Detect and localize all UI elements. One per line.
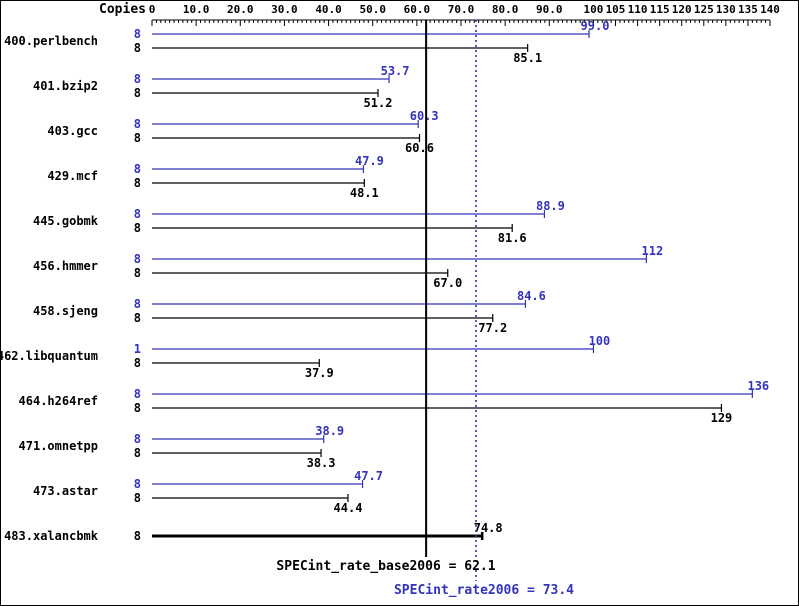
bar-copies-value: 8 xyxy=(134,491,141,505)
benchmark-label: 473.astar xyxy=(33,484,98,498)
bar-copies-value: 8 xyxy=(134,72,141,86)
axis-tick-label: 120 xyxy=(672,3,692,16)
bar-value-label: 44.4 xyxy=(334,501,363,515)
bar-copies-value: 8 xyxy=(134,252,141,266)
bar-value-label: 67.0 xyxy=(433,276,462,290)
bar-value-label: 37.9 xyxy=(305,366,334,380)
axis-tick-label: 125 xyxy=(694,3,714,16)
benchmark-label: 403.gcc xyxy=(47,124,98,138)
bar-value-label: 85.1 xyxy=(513,51,542,65)
bar-copies-value: 8 xyxy=(134,401,141,415)
bar-value-label: 48.1 xyxy=(350,186,379,200)
bar-copies-value: 8 xyxy=(134,529,141,543)
benchmark-label: 445.gobmk xyxy=(33,214,99,228)
axis-tick-label: 100 xyxy=(583,3,603,16)
bar-value-label: 53.7 xyxy=(381,64,410,78)
axis-tick-label: 40.0 xyxy=(315,3,342,16)
bar-value-label: 74.8 xyxy=(474,521,503,535)
bar-copies-value: 8 xyxy=(134,266,141,280)
bar-copies-value: 8 xyxy=(134,207,141,221)
bar-copies-value: 8 xyxy=(134,27,141,41)
bar-copies-value: 8 xyxy=(134,356,141,370)
bar-copies-value: 1 xyxy=(134,342,141,356)
benchmark-label: 462.libquantum xyxy=(0,349,98,363)
axis-tick-label: 80.0 xyxy=(492,3,519,16)
bar-value-label: 47.9 xyxy=(355,154,384,168)
bar-value-label: 47.7 xyxy=(354,469,383,483)
base-rate-summary: SPECint_rate_base2006 = 62.1 xyxy=(276,559,495,574)
bar-value-label: 88.9 xyxy=(536,199,565,213)
bar-value-label: 81.6 xyxy=(498,231,527,245)
bar-copies-value: 8 xyxy=(134,176,141,190)
bar-copies-value: 8 xyxy=(134,297,141,311)
axis-tick-label: 0 xyxy=(149,3,156,16)
axis-tick-label: 70.0 xyxy=(448,3,475,16)
bar-value-label: 38.9 xyxy=(315,424,344,438)
bar-copies-value: 8 xyxy=(134,446,141,460)
bar-value-label: 84.6 xyxy=(517,289,546,303)
bar-copies-value: 8 xyxy=(134,387,141,401)
bar-value-label: 60.6 xyxy=(405,141,434,155)
bar-copies-value: 8 xyxy=(134,86,141,100)
benchmark-label: 483.xalancbmk xyxy=(4,529,99,543)
bar-value-label: 100 xyxy=(589,334,611,348)
bar-value-label: 38.3 xyxy=(307,456,336,470)
bar-copies-value: 8 xyxy=(134,311,141,325)
axis-tick-label: 60.0 xyxy=(404,3,431,16)
bar-copies-value: 8 xyxy=(134,477,141,491)
bar-value-label: 51.2 xyxy=(364,96,393,110)
bar-value-label: 129 xyxy=(711,411,733,425)
axis-tick-label: 135 xyxy=(738,3,758,16)
benchmark-label: 400.perlbench xyxy=(4,34,98,48)
bar-copies-value: 8 xyxy=(134,41,141,55)
bar-copies-value: 8 xyxy=(134,221,141,235)
bar-copies-value: 8 xyxy=(134,131,141,145)
axis-tick-label: 130 xyxy=(716,3,736,16)
benchmark-label: 401.bzip2 xyxy=(33,79,98,93)
peak-rate-summary: SPECint_rate2006 = 73.4 xyxy=(394,583,574,598)
bar-copies-value: 8 xyxy=(134,162,141,176)
axis-tick-label: 10.0 xyxy=(183,3,210,16)
bar-value-label: 112 xyxy=(642,244,664,258)
bar-value-label: 77.2 xyxy=(478,321,507,335)
benchmark-label: 456.hmmer xyxy=(33,259,98,273)
copies-axis-label: Copies xyxy=(99,2,146,17)
benchmark-label: 429.mcf xyxy=(47,169,98,183)
axis-tick-label: 50.0 xyxy=(359,3,386,16)
bar-value-label: 136 xyxy=(747,379,769,393)
benchmark-label: 464.h264ref xyxy=(19,394,98,408)
bar-copies-value: 8 xyxy=(134,432,141,446)
axis-tick-label: 110 xyxy=(628,3,648,16)
benchmark-label: 458.sjeng xyxy=(33,304,98,318)
axis-tick-label: 115 xyxy=(650,3,670,16)
axis-tick-label: 30.0 xyxy=(271,3,298,16)
axis-tick-label: 105 xyxy=(606,3,626,16)
axis-tick-label: 90.0 xyxy=(536,3,563,16)
bar-value-label: 99.0 xyxy=(581,19,610,33)
benchmark-label: 471.omnetpp xyxy=(19,439,98,453)
axis-tick-label: 140 xyxy=(760,3,780,16)
axis-tick-label: 20.0 xyxy=(227,3,254,16)
bar-value-label: 60.3 xyxy=(410,109,439,123)
bar-copies-value: 8 xyxy=(134,117,141,131)
